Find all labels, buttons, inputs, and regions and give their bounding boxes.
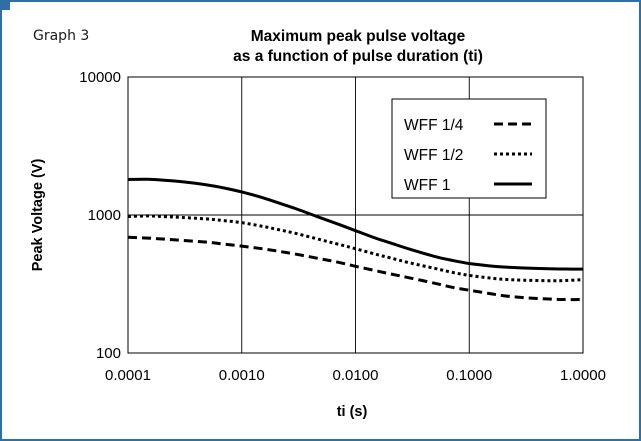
chart-title-line-2: as a function of pulse duration (ti) bbox=[233, 48, 483, 65]
graph-label: Graph 3 bbox=[33, 28, 89, 44]
x-tick-label: 0.0001 bbox=[105, 367, 151, 384]
y-tick-label: 100 bbox=[96, 345, 121, 362]
tick-labels: 0.0001 0.0010 0.0100 0.1000 1.0000 100 1000 100… bbox=[79, 69, 606, 384]
y-axis-label: Peak Voltage (V) bbox=[30, 159, 46, 272]
y-tick-label: 1000 bbox=[88, 207, 121, 224]
x-axis-label: ti (s) bbox=[337, 404, 368, 420]
chart-title-line-1: Maximum peak pulse voltage bbox=[251, 28, 466, 45]
x-tick-label: 0.0100 bbox=[333, 367, 379, 384]
x-tick-label: 1.0000 bbox=[560, 367, 606, 384]
legend-box bbox=[391, 98, 547, 199]
series-line-wff-1-2 bbox=[127, 214, 584, 283]
plot-area-border bbox=[127, 76, 584, 354]
legend-label-wff-1-2: WFF 1/2 bbox=[404, 147, 463, 164]
y-tick-label: 10000 bbox=[79, 69, 121, 86]
legend: WFF 1/4 WFF 1/2 WFF 1 bbox=[391, 98, 547, 199]
x-tick-label: 0.0010 bbox=[219, 367, 265, 384]
frame-corner-accent bbox=[0, 0, 10, 10]
legend-label-wff-1-4: WFF 1/4 bbox=[404, 117, 464, 134]
series-line-wff-1-4 bbox=[127, 235, 584, 302]
series-line-wff-1 bbox=[127, 177, 584, 271]
x-tick-label: 0.1000 bbox=[446, 367, 492, 384]
legend-label-wff-1: WFF 1 bbox=[404, 177, 451, 194]
series-lines bbox=[127, 177, 584, 302]
